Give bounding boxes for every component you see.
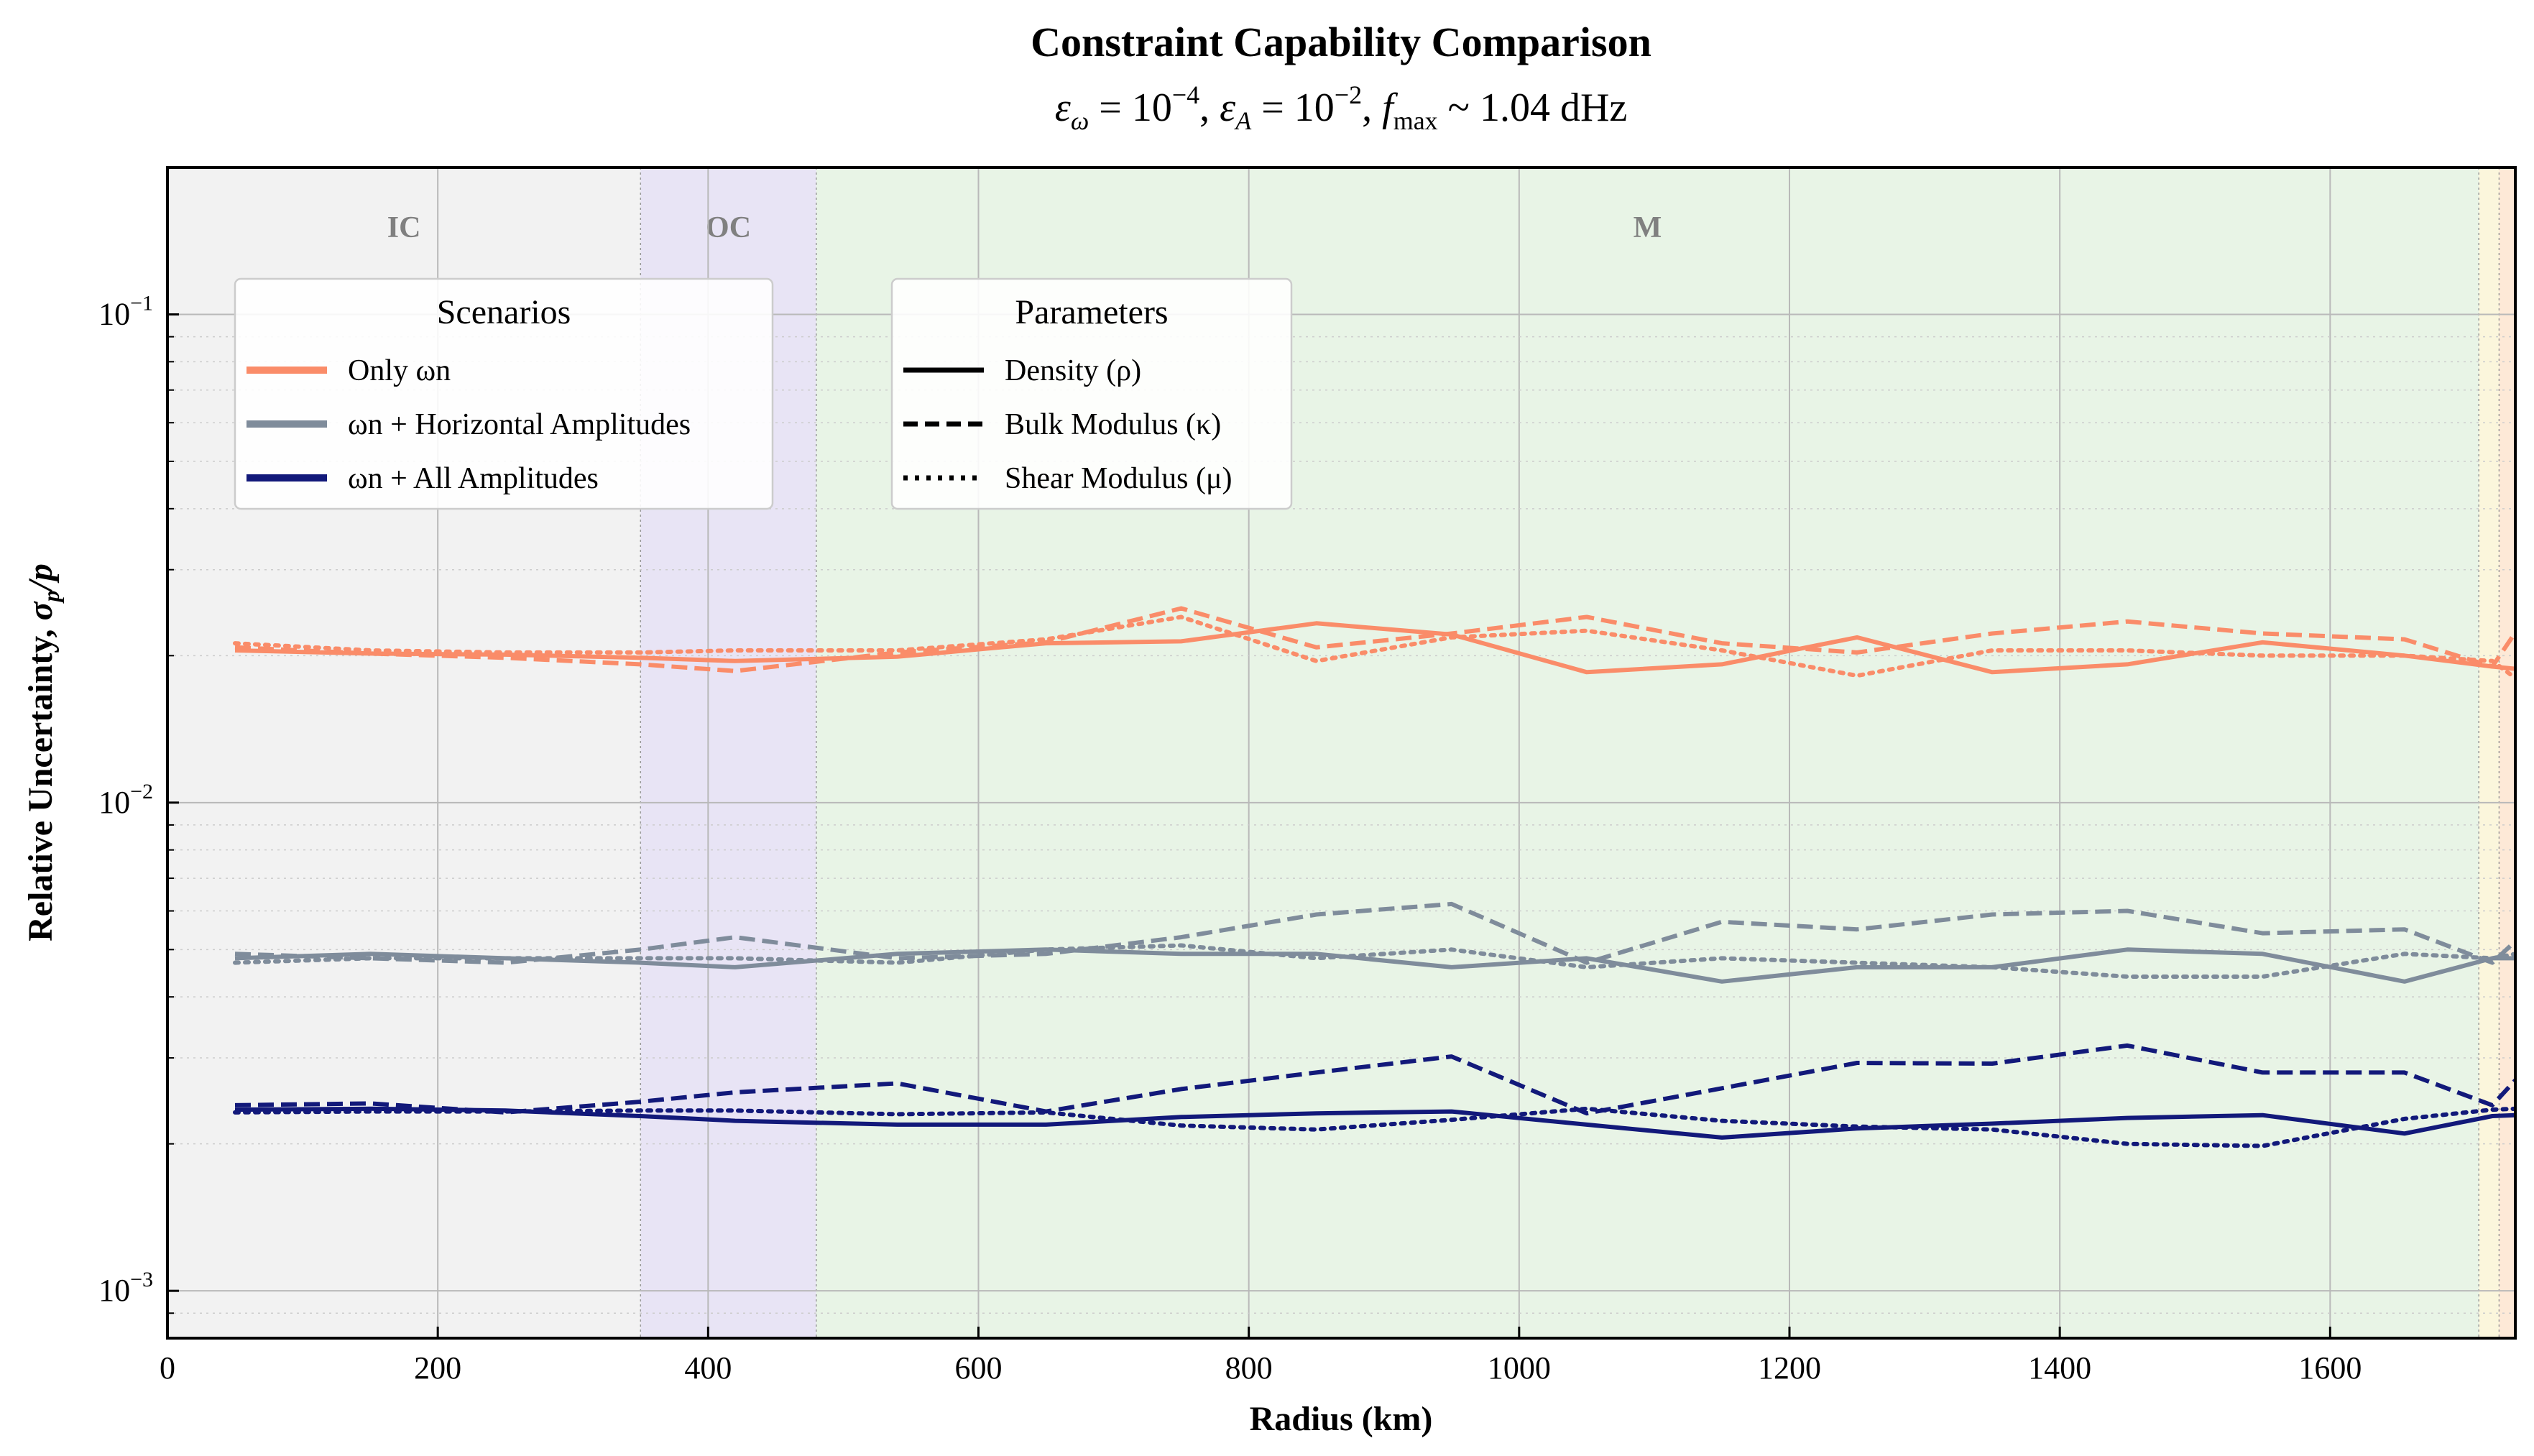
series-line-6 xyxy=(234,1106,2515,1140)
subtitle-eps-omega-exp: −4 xyxy=(1172,80,1199,109)
series-line-5 xyxy=(233,943,2515,979)
series-lines xyxy=(233,606,2515,1148)
region-labels: IC OC M xyxy=(387,211,1662,244)
y-tick-label: 10−1 xyxy=(98,291,153,331)
x-tick-label: 1000 xyxy=(1488,1350,1551,1386)
x-tick-label: 1200 xyxy=(1758,1350,1821,1386)
legend-label: Shear Modulus (μ) xyxy=(1005,462,1232,495)
legend-title: Parameters xyxy=(1015,293,1168,331)
x-tick-label: 200 xyxy=(414,1350,461,1386)
plot-frame xyxy=(166,166,2517,1340)
legend-parameters: Parameters Density (ρ) Bulk Modulus (κ) She… xyxy=(890,277,1293,510)
x-tick-label: 400 xyxy=(684,1350,732,1386)
x-tick-label: 0 xyxy=(160,1350,175,1386)
legend-label: ωn + Horizontal Amplitudes xyxy=(348,408,691,441)
y-tick-label: 10−2 xyxy=(98,780,153,820)
region-label-m: M xyxy=(1634,211,1662,244)
series-line-8 xyxy=(233,1106,2515,1148)
x-tick-label: 1600 xyxy=(2298,1350,2362,1386)
subtitle-eps-a-exp: −2 xyxy=(1335,80,1362,109)
y-axis-title: Relative Uncertainty, σp/p xyxy=(22,563,64,941)
x-tick-label: 1400 xyxy=(2028,1350,2091,1386)
x-axis-ticks: 0 200 400 600 800 1000 1200 1400 1600 xyxy=(160,1327,2362,1386)
series-line-2 xyxy=(233,614,2515,681)
chart-title: Constraint Capability Comparison xyxy=(1031,19,1651,65)
series-line-4 xyxy=(234,901,2515,965)
subtitle-fmax-value: 1.04 dHz xyxy=(1480,86,1627,130)
legend-scenarios: Scenarios Only ωn ωn + Horizontal Amplitud… xyxy=(234,277,774,510)
series-line-7 xyxy=(234,1043,2515,1116)
x-axis-title: Radius (km) xyxy=(1250,1400,1433,1438)
y-axis-ticks: 10−3 10−2 10−1 xyxy=(98,167,179,1339)
region-label-oc: OC xyxy=(706,211,751,244)
series-line-1 xyxy=(234,606,2515,673)
x-tick-label: 800 xyxy=(1225,1350,1273,1386)
region-band-crust-3 xyxy=(2479,167,2500,1338)
x-tick-label: 600 xyxy=(954,1350,1002,1386)
legend-label: Only ωn xyxy=(348,354,451,387)
region-label-ic: IC xyxy=(387,211,421,244)
legend-box xyxy=(234,277,774,510)
legend-title: Scenarios xyxy=(437,293,571,331)
legend-label: ωn + All Amplitudes xyxy=(348,462,599,495)
series-line-3 xyxy=(234,947,2515,984)
legend-label: Density (ρ) xyxy=(1005,354,1141,387)
legend-label: Bulk Modulus (κ) xyxy=(1005,408,1221,441)
region-band-crust-4 xyxy=(2499,167,2515,1338)
legend-box xyxy=(890,277,1293,510)
y-tick-label: 10−3 xyxy=(98,1268,153,1308)
chart-subtitle: εω = 10−4, εA = 10−2, fmax ~ 1.04 dHz xyxy=(1055,80,1628,135)
